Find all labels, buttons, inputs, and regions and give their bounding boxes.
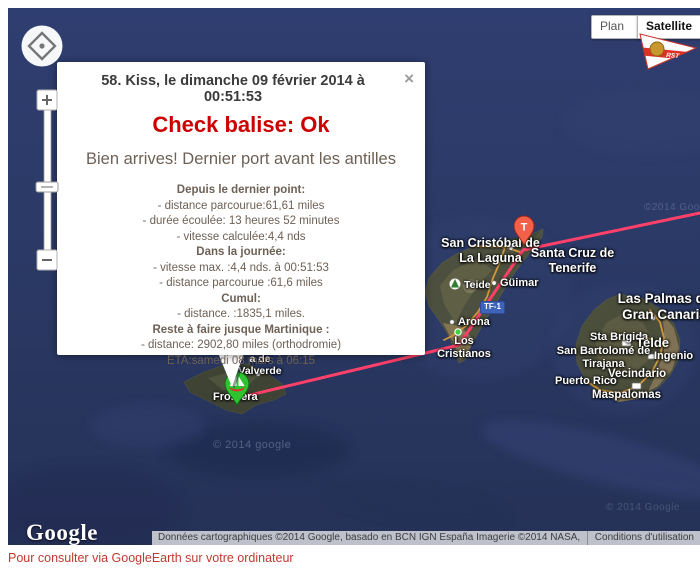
- popup-line: - vitesse calculée:4,4 nds: [176, 230, 306, 243]
- popup-line: - vitesse max. :4,4 nds. à 00:51:53: [153, 261, 329, 274]
- park-icon: [449, 278, 461, 290]
- label-san-cristobal: San Cristóbal de La Laguna: [441, 236, 540, 265]
- label-arona: Arona: [458, 316, 490, 328]
- popup-line: Reste à faire jusque Martinique :: [152, 323, 330, 336]
- google-logo[interactable]: Google: [26, 520, 98, 545]
- label-valverde: a de Valverde: [238, 353, 282, 378]
- popup-subtitle: Bien arrives! Dernier port avant les ant…: [86, 150, 396, 168]
- zoom-control[interactable]: [34, 88, 60, 274]
- popup-line: Depuis le dernier point:: [176, 184, 306, 196]
- pan-control[interactable]: [20, 24, 64, 68]
- map-watermark: © 2014 google: [213, 439, 292, 451]
- popup-line: - distance parcourue:61,61 miles: [157, 199, 325, 212]
- waypoint-dot[interactable]: [454, 328, 462, 336]
- popup-line: - durée écoulée: 13 heures 52 minutes: [142, 215, 340, 227]
- label-vecindario: Vecindario: [608, 368, 667, 380]
- pan-left-icon[interactable]: [27, 38, 37, 54]
- marker-santa-cruz[interactable]: T: [513, 215, 535, 247]
- pan-up-icon[interactable]: [34, 31, 50, 41]
- popup-tail: [218, 353, 248, 389]
- label-maspalomas: Maspalomas: [592, 389, 662, 401]
- label-teide: Teide: [464, 279, 491, 291]
- label-las-palmas: Las Palmas de Gran Canaria: [617, 291, 700, 322]
- label-puerto-rico: Puerto Rico: [555, 375, 617, 387]
- club-pennant-logo: RST: [639, 33, 698, 70]
- label-telde: Telde: [636, 335, 669, 350]
- pennant-crest-icon: [649, 41, 665, 57]
- map-watermark: ©2014 Goo: [644, 202, 700, 213]
- label-sta-brigida: Sta Brígida: [590, 331, 649, 343]
- pan-right-icon[interactable]: [47, 38, 57, 54]
- road-shield-tf1: TF-1: [480, 301, 505, 314]
- attribution-bar: Données cartographiques ©2014 Google, ba…: [152, 531, 700, 545]
- popup-line: - distance. :1835,1 miles.: [177, 308, 305, 320]
- popup-body: Depuis le dernier point: - distance parc…: [57, 183, 425, 369]
- info-window: × 58. Kiss, le dimanche 09 février 2014 …: [57, 62, 425, 367]
- plus-icon: [42, 95, 52, 105]
- map-base-layer: [8, 91, 700, 545]
- route-polyline: [231, 211, 700, 401]
- google-earth-link[interactable]: Pour consulter via GoogleEarth sur votre…: [8, 551, 294, 565]
- popup-title: 58. Kiss, le dimanche 09 février 2014 à …: [101, 73, 365, 105]
- label-los-cristianos: Los Cristianos: [437, 335, 491, 360]
- label-santa-cruz: Santa Cruz de Tenerife: [530, 246, 615, 275]
- popup-line: - distance parcourue :61,6 miles: [159, 277, 323, 289]
- city-dots: [255, 245, 657, 390]
- label-san-bartolome: San Bartolomé de Tirajana: [556, 345, 651, 370]
- marker-letter: T: [521, 222, 528, 234]
- map-watermark: © 2014 Google: [606, 502, 680, 513]
- pan-down-icon[interactable]: [34, 51, 50, 61]
- popup-status: Check balise: Ok: [152, 112, 330, 137]
- attribution-text: Données cartographiques ©2014 Google, ba…: [158, 532, 580, 543]
- pan-center-dot[interactable]: [39, 43, 45, 49]
- label-ingenio: Ingenio: [654, 350, 694, 362]
- map-type-satellite-button[interactable]: Satellite: [637, 15, 700, 39]
- popup-line: - distance: 2902,80 miles (orthodromie): [140, 339, 342, 351]
- close-icon[interactable]: ×: [404, 69, 414, 88]
- popup-line: Dans la journée:: [196, 246, 286, 258]
- label-guimar: Güimar: [500, 277, 539, 289]
- popup-line: ETA:samedi 08 mars à 06:15: [166, 354, 316, 367]
- svg-text:RST: RST: [666, 52, 681, 60]
- map-canvas[interactable]: © 2014 google © 2014 Google ©2014 Goo Sa…: [8, 8, 700, 545]
- terms-of-use-link[interactable]: Conditions d'utilisation: [586, 531, 694, 545]
- popup-line: Cumul:: [221, 292, 261, 305]
